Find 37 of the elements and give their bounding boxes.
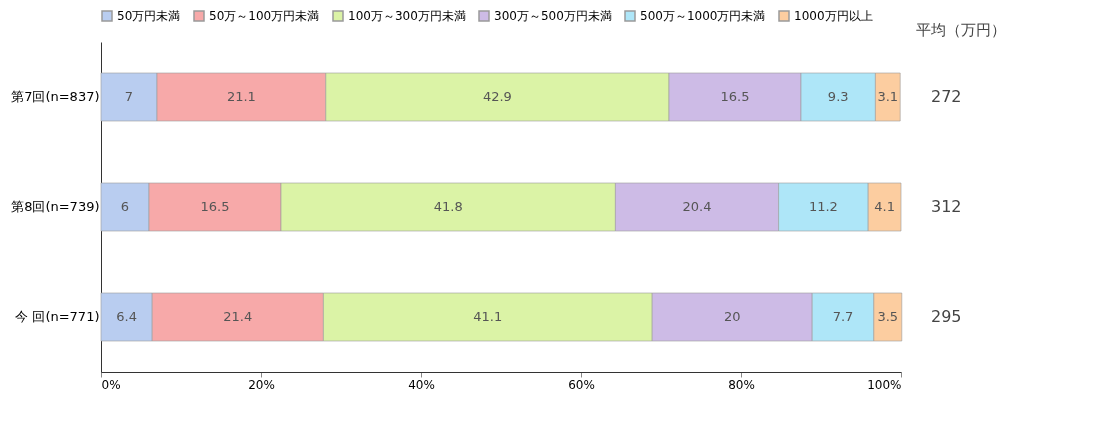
data-label: 3.5: [877, 309, 899, 324]
x-tick-label: 80%: [728, 377, 755, 392]
x-tick-label: 40%: [408, 377, 435, 392]
y-tick-label: 第8回(n=739): [11, 199, 100, 214]
data-label: 6.4: [116, 309, 137, 324]
data-label: 20: [723, 309, 741, 324]
y-tick-label: 第7回(n=837): [11, 89, 100, 104]
x-tick-label: 20%: [248, 377, 275, 392]
text: 平均（万円）: [916, 21, 1006, 39]
x-tick-label: 0%: [101, 377, 121, 392]
text: 272: [931, 87, 962, 106]
data-label: 3.1: [877, 89, 899, 104]
data-label: 20.4: [682, 199, 712, 214]
legend-label: 300万～500万円未満: [494, 9, 612, 23]
legend-label: 500万～1000万円未満: [640, 9, 766, 23]
data-label: 41.8: [433, 199, 463, 214]
y-tick-label: 今 回(n=771): [15, 309, 100, 324]
legend-label: 1000万円以上: [794, 9, 873, 23]
data-label: 9.3: [827, 89, 849, 104]
data-label: 4.1: [874, 199, 895, 214]
x-tick-label: 60%: [568, 377, 595, 392]
data-label: 16.5: [200, 199, 230, 214]
data-label: 21.1: [226, 89, 256, 104]
data-label: 11.2: [808, 199, 838, 214]
legend-label: 50万～100万円未満: [209, 9, 320, 23]
data-label: 16.5: [720, 89, 750, 104]
legend-label: 50万円未満: [117, 9, 181, 23]
legend-label: 100万～300万円未満: [348, 9, 466, 23]
data-label: 42.9: [482, 89, 512, 104]
data-label: 7: [124, 89, 134, 104]
data-label: 7.7: [832, 309, 854, 324]
text: 312: [931, 197, 962, 216]
data-label: 21.4: [223, 309, 253, 324]
x-tick-label: 100%: [867, 377, 902, 392]
text: 295: [931, 307, 962, 326]
data-label: 41.1: [473, 309, 503, 324]
data-label: 6: [120, 199, 130, 214]
